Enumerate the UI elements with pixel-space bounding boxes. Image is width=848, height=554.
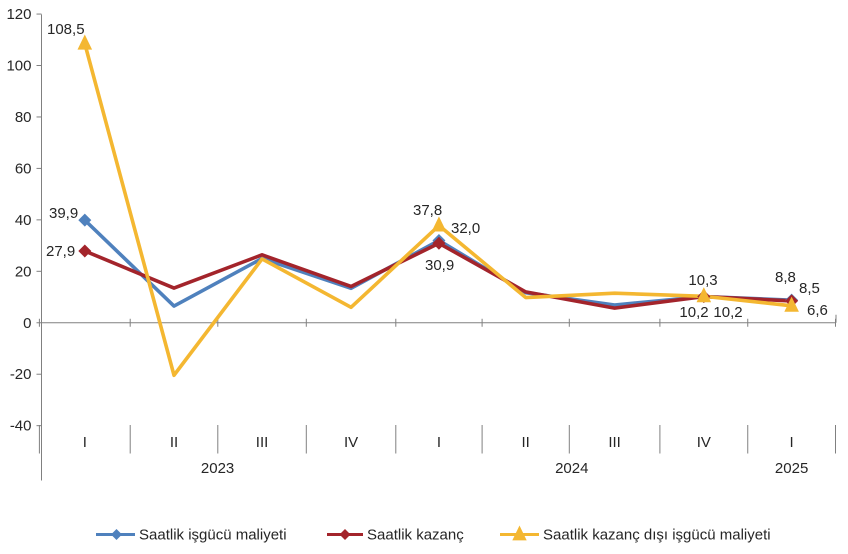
svg-text:Saatlik işgücü maliyeti: Saatlik işgücü maliyeti bbox=[139, 527, 287, 544]
svg-text:I: I bbox=[83, 434, 87, 451]
svg-text:100: 100 bbox=[6, 58, 31, 75]
svg-text:30,9: 30,9 bbox=[425, 257, 454, 274]
svg-text:-20: -20 bbox=[10, 366, 32, 383]
svg-text:80: 80 bbox=[15, 109, 32, 126]
svg-text:II: II bbox=[522, 434, 530, 451]
svg-text:I: I bbox=[437, 434, 441, 451]
svg-text:III: III bbox=[256, 434, 269, 451]
svg-text:10,2: 10,2 bbox=[713, 304, 742, 321]
svg-text:108,5: 108,5 bbox=[47, 21, 85, 38]
svg-text:8,8: 8,8 bbox=[775, 269, 796, 286]
svg-text:120: 120 bbox=[6, 6, 31, 23]
svg-text:20: 20 bbox=[15, 263, 32, 280]
svg-text:III: III bbox=[608, 434, 621, 451]
svg-text:27,9: 27,9 bbox=[46, 243, 75, 260]
svg-text:60: 60 bbox=[15, 160, 32, 177]
svg-text:37,8: 37,8 bbox=[413, 202, 442, 219]
svg-text:10,2: 10,2 bbox=[679, 304, 708, 321]
svg-text:II: II bbox=[170, 434, 178, 451]
svg-text:6,6: 6,6 bbox=[807, 302, 828, 319]
svg-text:8,5: 8,5 bbox=[799, 280, 820, 297]
svg-text:39,9: 39,9 bbox=[49, 205, 78, 222]
svg-text:IV: IV bbox=[344, 434, 358, 451]
svg-text:2023: 2023 bbox=[201, 460, 234, 477]
svg-text:-40: -40 bbox=[10, 418, 32, 435]
svg-text:10,3: 10,3 bbox=[688, 272, 717, 289]
svg-text:Saatlik kazanç: Saatlik kazanç bbox=[367, 527, 464, 544]
svg-text:IV: IV bbox=[697, 434, 711, 451]
svg-text:2025: 2025 bbox=[775, 460, 808, 477]
svg-text:0: 0 bbox=[23, 315, 31, 332]
svg-text:I: I bbox=[790, 434, 794, 451]
svg-text:40: 40 bbox=[15, 212, 32, 229]
svg-text:32,0: 32,0 bbox=[451, 220, 480, 237]
svg-text:2024: 2024 bbox=[555, 460, 588, 477]
svg-text:Saatlik kazanç dışı işgücü mal: Saatlik kazanç dışı işgücü maliyeti bbox=[543, 527, 771, 544]
